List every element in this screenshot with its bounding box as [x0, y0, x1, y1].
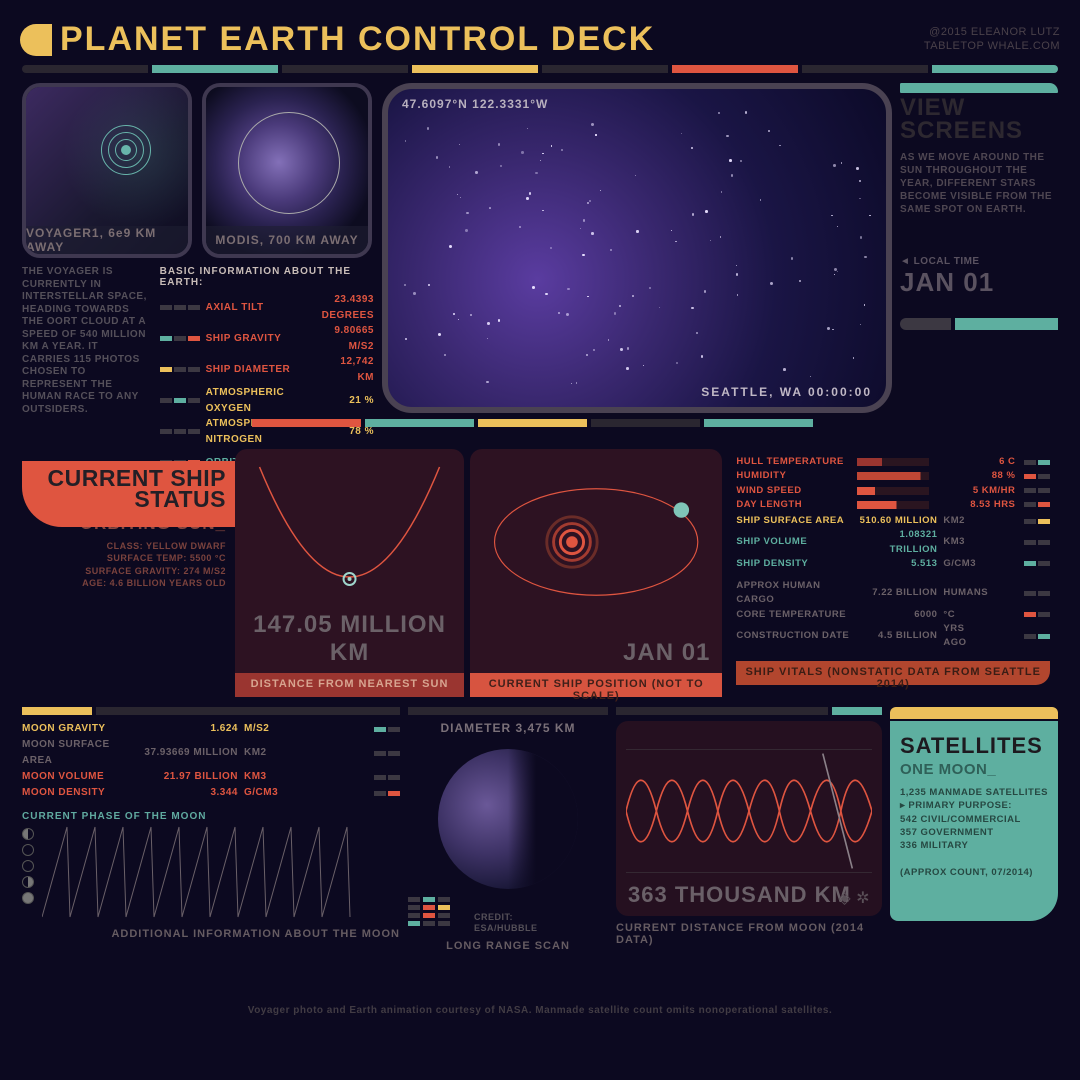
distance-panel: 147.05 MILLION KM DISTANCE FROM NEAREST …	[235, 449, 464, 673]
moon-diameter: DIAMETER 3,475 KM	[408, 721, 608, 735]
longrange-caption: LONG RANGE SCAN	[408, 940, 608, 952]
location-time: SEATTLE, WA 00:00:00	[701, 385, 872, 399]
credit-author: @2015 ELEANOR LUTZ	[924, 26, 1060, 39]
divider-stripe	[22, 65, 1058, 73]
status-facts: CLASS: YELLOW DWARF SURFACE TEMP: 5500 °…	[32, 540, 226, 589]
moon-icon	[438, 749, 578, 889]
row-ship-status: CURRENT SHIP STATUS ORBITING SUN_ CLASS:…	[22, 423, 1058, 673]
voyager-caption: VOYAGER1, 6e9 KM AWAY	[26, 226, 188, 254]
satellites-sidebar: SATELLITES ONE MOON_ 1,235 MANMADE SATEL…	[890, 707, 1058, 997]
vitals-caption: SHIP VITALS (NONSTATIC DATA FROM SEATTLE…	[736, 661, 1050, 685]
satellites-title: SATELLITES	[900, 733, 1048, 759]
moon-phase-icons	[22, 828, 34, 922]
modis-screen: MODIS, 700 KM AWAY	[202, 83, 372, 258]
satellites-body: 1,235 MANMADE SATELLITES ▸ PRIMARY PURPO…	[900, 786, 1048, 879]
orbit-panel: JAN 01 CURRENT SHIP POSITION (NOT TO SCA…	[470, 449, 722, 673]
viewscreens-title: VIEW SCREENS	[900, 97, 1058, 143]
wifi-icon[interactable]: ◈	[838, 890, 851, 907]
credit-site: TABLETOP WHALE.COM	[924, 40, 1060, 53]
distance-caption: DISTANCE FROM NEAREST SUN	[235, 673, 464, 697]
moon-stats: MOON GRAVITY1.624M/S2MOON SURFACE AREA37…	[22, 721, 400, 801]
moon-distance-chart: 363 THOUSAND KM ◈ ✲	[616, 721, 882, 916]
local-time-label: ◄ LOCAL TIME	[900, 256, 1058, 267]
vitals-panel: HULL TEMPERATURE6 CHUMIDITY88 %WIND SPEE…	[728, 449, 1058, 673]
row-moon: MOON GRAVITY1.624M/S2MOON SURFACE AREA37…	[22, 707, 1058, 997]
modis-caption: MODIS, 700 KM AWAY	[206, 226, 368, 254]
moon-phase-title: CURRENT PHASE OF THE MOON	[22, 811, 400, 822]
title-pill	[20, 24, 52, 56]
basics-title: BASIC INFORMATION ABOUT THE EARTH:	[160, 266, 374, 288]
voyager-screen: VOYAGER1, 6e9 KM AWAY	[22, 83, 192, 258]
coords-label: 47.6097°N 122.3331°W	[402, 97, 548, 111]
signal-rings-icon	[96, 120, 156, 180]
credit: @2015 ELEANOR LUTZ TABLETOP WHALE.COM	[924, 26, 1060, 52]
moon-distance-value: 363 THOUSAND KM	[628, 882, 851, 908]
moon-phase-chart	[42, 822, 362, 922]
moon-info-caption: ADDITIONAL INFORMATION ABOUT THE MOON	[22, 928, 400, 940]
viewscreens-sidebar: VIEW SCREENS AS WE MOVE AROUND THE SUN T…	[900, 83, 1058, 413]
gear-icon[interactable]: ✲	[856, 890, 870, 907]
status-chips	[408, 897, 464, 926]
footnote: Voyager photo and Earth animation courte…	[0, 1005, 1080, 1016]
status-title: CURRENT SHIP STATUS	[32, 468, 226, 510]
viewscreens-body: AS WE MOVE AROUND THE SUN THROUGHOUT THE…	[900, 151, 1058, 216]
orbit-date: JAN 01	[470, 639, 722, 667]
satellites-subtitle: ONE MOON_	[900, 761, 1048, 778]
local-time-date: JAN 01	[900, 267, 1058, 298]
moon-distance-caption: CURRENT DISTANCE FROM MOON (2014 DATA)	[616, 922, 882, 946]
distance-value: 147.05 MILLION KM	[235, 611, 464, 667]
wave-icons[interactable]: ◈ ✲	[838, 888, 870, 908]
orbit-caption: CURRENT SHIP POSITION (NOT TO SCALE)	[470, 673, 722, 697]
title-bar: PLANET EARTH CONTROL DECK @2015 ELEANOR …	[0, 0, 1080, 65]
row-viewscreens: VOYAGER1, 6e9 KM AWAY MODIS, 700 KM AWAY…	[0, 83, 1080, 413]
image-credit: CREDIT: ESA/HUBBLE	[474, 912, 538, 934]
starmap-screen[interactable]: 47.6097°N 122.3331°W SEATTLE, WA 00:00:0…	[382, 83, 892, 413]
page-title: PLANET EARTH CONTROL DECK	[52, 20, 905, 59]
